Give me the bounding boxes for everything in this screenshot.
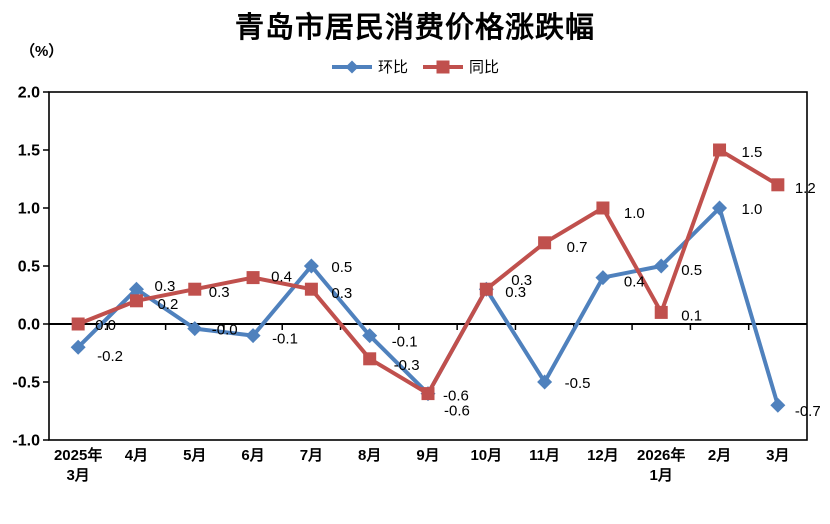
data-point-marker (421, 387, 435, 401)
data-point-marker (187, 321, 203, 337)
data-point-marker (303, 258, 319, 274)
chart-title: 青岛市居民消费价格涨跌幅 (234, 12, 595, 44)
series-line-同比 (76, 148, 780, 396)
data-point-label: 0.0 (95, 317, 116, 334)
data-point-marker (537, 374, 553, 390)
legend-item-同比: 同比 (422, 56, 499, 77)
x-tick-label: 10月 (470, 447, 502, 464)
y-tick-label: -0.5 (12, 375, 40, 392)
data-point-label: 1.2 (795, 180, 816, 197)
y-tick-label: 0.0 (18, 317, 40, 334)
chart-legend: 环比 同比 (0, 56, 830, 77)
x-tick-label: 2月 (708, 447, 731, 464)
x-tick-label: 2026年 (637, 446, 685, 464)
data-point-label: 0.1 (681, 307, 702, 324)
x-tick-label: 3月 (766, 447, 789, 464)
data-point-label: 0.5 (331, 259, 352, 276)
y-axis-unit-label: （%） (20, 43, 64, 60)
x-tick-label: 6月 (241, 447, 264, 464)
data-point-marker (771, 178, 785, 192)
x-tick-label: 2025年 (54, 446, 102, 464)
data-point-marker (596, 201, 610, 215)
series-line-环比 (76, 206, 780, 408)
x-tick-label: 12月 (587, 447, 619, 464)
data-point-label: 0.3 (209, 284, 230, 301)
data-point-label: -0.1 (392, 334, 418, 351)
data-point-label: -0.5 (565, 375, 591, 392)
data-point-label: 1.0 (742, 201, 763, 218)
data-point-label: 0.2 (157, 296, 178, 313)
data-point-marker (362, 328, 378, 344)
data-point-label: -0.2 (97, 348, 123, 365)
x-tick-label: 8月 (358, 447, 381, 464)
data-point-marker (129, 294, 143, 308)
x-tick-label: 5月 (183, 447, 206, 464)
data-point-marker (595, 270, 611, 286)
data-point-marker (538, 236, 552, 250)
data-point-marker (363, 352, 377, 366)
data-point-marker (653, 258, 669, 274)
data-point-label: 1.5 (742, 144, 763, 161)
x-tick-label: 9月 (416, 447, 439, 464)
data-point-label: -0.6 (444, 403, 470, 420)
data-point-marker (654, 305, 668, 319)
y-tick-label: 0.5 (18, 259, 40, 276)
data-point-marker (188, 282, 202, 296)
data-point-label: 1.0 (624, 205, 645, 222)
y-tick-label: 1.5 (18, 143, 40, 160)
data-point-label: 0.3 (511, 272, 532, 289)
data-point-label: 0.4 (271, 269, 292, 286)
data-point-label: -0.1 (272, 331, 298, 348)
data-point-marker (304, 282, 318, 296)
x-tick-label: 4月 (125, 447, 148, 464)
x-tick-label: 11月 (529, 447, 560, 464)
x-tick-label: 1月 (650, 467, 673, 484)
y-tick-label: 1.0 (18, 201, 40, 218)
data-point-marker (71, 317, 85, 331)
data-point-marker (70, 339, 86, 355)
data-point-marker (245, 328, 261, 344)
data-point-marker (246, 271, 260, 285)
data-point-label: -0.3 (394, 357, 420, 374)
data-point-label: 0.7 (567, 239, 588, 256)
legend-line-square-icon (423, 60, 463, 73)
y-tick-label: -1.0 (12, 433, 40, 450)
data-point-label: -0.0 (212, 322, 238, 339)
data-point-label: 0.4 (624, 274, 645, 291)
data-point-marker (128, 281, 144, 297)
legend-item-环比: 环比 (331, 56, 408, 77)
legend-label: 同比 (469, 59, 500, 76)
data-point-marker (712, 200, 728, 216)
x-tick-label: 7月 (300, 447, 323, 464)
x-tick-label: 3月 (66, 467, 89, 484)
data-point-marker (770, 397, 786, 413)
legend-label: 环比 (377, 59, 408, 76)
data-point-label: -0.7 (795, 403, 821, 420)
legend-line-diamond-icon (331, 60, 372, 73)
data-point-label: 0.3 (505, 284, 526, 301)
data-point-label: 0.3 (331, 285, 352, 302)
y-tick-label: 2.0 (18, 85, 40, 102)
data-point-label: -0.6 (443, 388, 469, 405)
data-point-label: 0.3 (154, 278, 175, 295)
data-point-label: 0.5 (681, 262, 702, 279)
data-point-marker (479, 282, 493, 296)
data-point-marker (713, 143, 727, 157)
